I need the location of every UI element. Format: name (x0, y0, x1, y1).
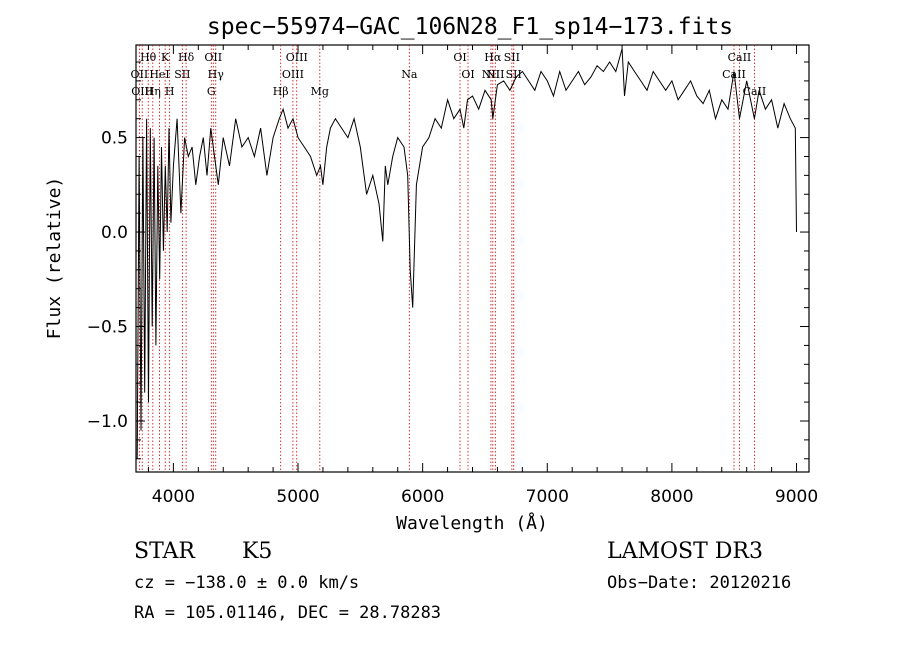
line-label: HeI (149, 68, 169, 81)
line-label: NII (486, 68, 504, 81)
y-tick-label: 0.0 (101, 223, 128, 243)
survey-name: LAMOST DR3 (607, 539, 763, 564)
redshift-value: cz = −138.0 ± 0.0 km/s (134, 573, 360, 593)
line-label: Na (401, 68, 418, 81)
line-label: Mg (311, 85, 329, 98)
x-axis-ticks: 4000 5000 6000 7000 8000 9000 (147, 45, 818, 507)
object-class: STAR (134, 539, 195, 564)
line-label: Hη (145, 85, 161, 98)
x-tick-label: 4000 (152, 487, 195, 507)
line-label: OIII (131, 85, 153, 98)
x-tick-label: 9000 (775, 487, 818, 507)
line-label: OII (131, 68, 149, 81)
line-label: Hα (484, 51, 502, 64)
spectrum-series (136, 48, 797, 459)
x-tick-label: 8000 (650, 487, 693, 507)
y-axis-label: Flux (relative) (44, 177, 65, 340)
line-label: Hδ (178, 51, 195, 64)
line-label: OI (461, 68, 474, 81)
line-label: SII (174, 68, 190, 81)
line-label: G (207, 85, 216, 98)
object-subclass: K5 (242, 539, 273, 564)
line-label: OIII (282, 68, 304, 81)
y-axis-ticks: −1.0 −0.5 0.0 0.5 (87, 61, 809, 460)
line-label: OIII (286, 51, 308, 64)
x-tick-label: 7000 (526, 487, 569, 507)
line-label: CaII (743, 85, 767, 98)
coordinates: RA = 105.01146, DEC = 28.78283 (134, 603, 442, 623)
line-label: SII (504, 51, 520, 64)
line-label: CaII (728, 51, 752, 64)
line-label: OI (453, 51, 466, 64)
obs-date: Obs−Date: 20120216 (607, 573, 792, 593)
plot-frame (135, 44, 810, 473)
y-tick-label: −1.0 (87, 412, 128, 432)
chart-title: spec−55974−GAC_106N28_F1_sp14−173.fits (207, 14, 733, 40)
x-tick-label: 5000 (276, 487, 319, 507)
x-tick-label: 6000 (401, 487, 444, 507)
spectral-line-markers (138, 45, 755, 472)
y-tick-label: 0.5 (101, 129, 128, 149)
y-tick-label: −0.5 (87, 318, 128, 338)
line-label: NII (482, 68, 500, 81)
x-axis-label: Wavelength (Å) (396, 512, 548, 534)
line-label: Hθ (140, 51, 157, 64)
line-label: Hβ (273, 85, 289, 98)
line-label: H (165, 85, 175, 98)
line-label: SII (506, 68, 522, 81)
line-label: K (161, 51, 170, 64)
line-label: OII (204, 51, 222, 64)
line-label: Hγ (208, 68, 225, 81)
